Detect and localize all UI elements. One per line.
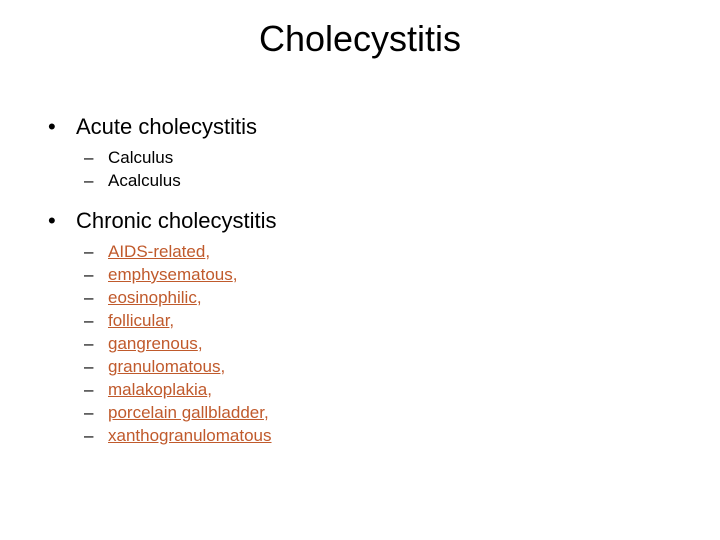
- item-link[interactable]: gangrenous: [108, 334, 198, 353]
- dash-marker: –: [84, 380, 108, 400]
- bullet-marker: •: [40, 114, 76, 140]
- dash-marker: –: [84, 357, 108, 377]
- item-text: Calculus: [108, 148, 173, 168]
- slide: Cholecystitis • Acute cholecystitis – Ca…: [0, 0, 720, 540]
- slide-content: • Acute cholecystitis – Calculus – Acalc…: [40, 110, 680, 449]
- item-text: Acalculus: [108, 171, 181, 191]
- bullet-level2: – eosinophilic,: [40, 288, 680, 308]
- trailing: ,: [198, 334, 203, 353]
- dash-marker: –: [84, 403, 108, 423]
- item-link[interactable]: emphysematous: [108, 265, 233, 284]
- dash-marker: –: [84, 242, 108, 262]
- bullet-level2: – Calculus: [40, 148, 680, 168]
- trailing: ,: [220, 357, 225, 376]
- trailing: ,: [264, 403, 269, 422]
- bullet-level2: – xanthogranulomatous: [40, 426, 680, 446]
- item-link[interactable]: follicular: [108, 311, 169, 330]
- bullet-level2: – Acalculus: [40, 171, 680, 191]
- trailing: ,: [205, 242, 210, 261]
- bullet-level2: – porcelain gallbladder,: [40, 403, 680, 423]
- bullet-label: Acute cholecystitis: [76, 114, 257, 140]
- item-link[interactable]: granulomatous: [108, 357, 220, 376]
- bullet-level1: • Chronic cholecystitis: [40, 208, 680, 234]
- dash-marker: –: [84, 288, 108, 308]
- bullet-level2: – granulomatous,: [40, 357, 680, 377]
- item-link[interactable]: xanthogranulomatous: [108, 426, 272, 445]
- bullet-level2: – gangrenous,: [40, 334, 680, 354]
- section-gap: [40, 194, 680, 204]
- dash-marker: –: [84, 334, 108, 354]
- trailing: ,: [197, 288, 202, 307]
- item-link[interactable]: porcelain gallbladder: [108, 403, 264, 422]
- trailing: ,: [169, 311, 174, 330]
- bullet-level2: – follicular,: [40, 311, 680, 331]
- bullet-marker: •: [40, 208, 76, 234]
- trailing: ,: [233, 265, 238, 284]
- dash-marker: –: [84, 171, 108, 191]
- item-link[interactable]: eosinophilic: [108, 288, 197, 307]
- bullet-level2: – malakoplakia,: [40, 380, 680, 400]
- dash-marker: –: [84, 148, 108, 168]
- trailing: ,: [207, 380, 212, 399]
- dash-marker: –: [84, 311, 108, 331]
- bullet-level2: – emphysematous,: [40, 265, 680, 285]
- item-link[interactable]: AIDS-related: [108, 242, 205, 261]
- bullet-level2: – AIDS-related,: [40, 242, 680, 262]
- item-link[interactable]: malakoplakia: [108, 380, 207, 399]
- dash-marker: –: [84, 265, 108, 285]
- bullet-level1: • Acute cholecystitis: [40, 114, 680, 140]
- bullet-label: Chronic cholecystitis: [76, 208, 277, 234]
- dash-marker: –: [84, 426, 108, 446]
- slide-title: Cholecystitis: [0, 18, 720, 60]
